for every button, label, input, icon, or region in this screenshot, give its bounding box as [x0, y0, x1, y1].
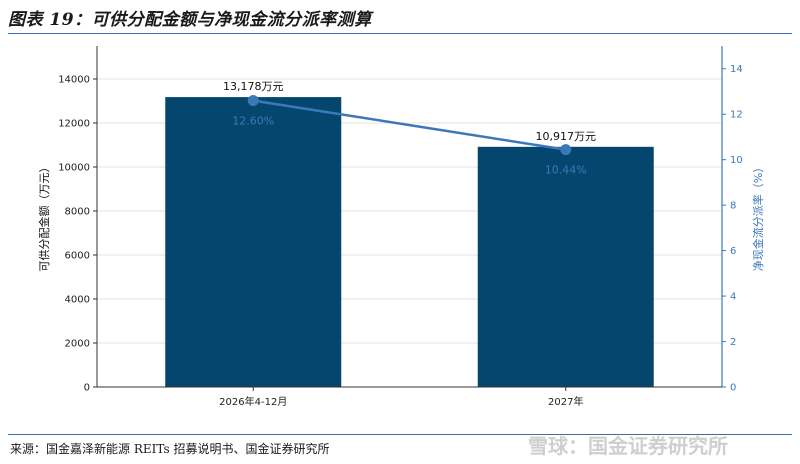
bar-label-0: 13,178万元: [223, 80, 284, 93]
right-tick-label: 10: [730, 155, 743, 166]
rate-point-0: [247, 95, 259, 107]
watermark: 雪球：国金证券研究所: [528, 434, 728, 458]
rate-label-0: 12.60%: [232, 115, 274, 128]
x-tick-label-1: 2027年: [548, 395, 583, 408]
left-tick-label: 0: [84, 383, 90, 394]
right-tick-label: 14: [730, 64, 743, 75]
line-series: [247, 95, 572, 156]
right-tick-label: 12: [730, 110, 743, 121]
x-tick-label-0: 2026年4-12月: [219, 395, 287, 408]
bar-label-1: 10,917万元: [536, 130, 597, 143]
left-tick-label: 4000: [65, 295, 90, 306]
bottom-rule: [8, 434, 792, 435]
rate-point-1: [560, 144, 572, 156]
y-axis-label-right: 净现金流分派率（%）: [751, 162, 765, 271]
y-axis-label: 可供分配金额（万元）: [37, 162, 51, 272]
bar-1: [477, 146, 654, 387]
rate-line: [253, 99, 566, 151]
source-note: 来源：国金嘉泽新能源 REITs 招募说明书、国金证券研究所: [10, 442, 330, 456]
left-tick-label: 2000: [65, 339, 90, 350]
left-tick-label: 14000: [58, 75, 90, 86]
left-tick-label: 12000: [58, 119, 90, 130]
right-tick-label: 2: [730, 337, 736, 348]
left-tick-label: 8000: [65, 207, 90, 218]
rate-label-1: 10.44%: [545, 164, 587, 177]
figure-title: 图表 19：可供分配金额与净现金流分派率测算: [8, 10, 372, 30]
right-tick-label: 4: [730, 292, 736, 303]
left-tick-label: 6000: [65, 251, 90, 262]
axes: 0 2000 4000 6000 8000 10000 12000 14000 0 2 4 6 8 10 1…: [37, 46, 765, 408]
labels: 13,178万元 10,917万元 12.60% 10.44%: [223, 80, 596, 177]
right-tick-label: 8: [730, 201, 736, 212]
right-tick-label: 6: [730, 246, 736, 257]
bars: [165, 97, 654, 388]
left-tick-label: 10000: [58, 163, 90, 174]
bar-0: [165, 97, 342, 388]
chart: 0 2000 4000 6000 8000 10000 12000 14000 0 2 4 6 8 10 1…: [37, 46, 765, 408]
top-rule: [8, 33, 792, 34]
right-tick-label: 0: [730, 383, 736, 394]
